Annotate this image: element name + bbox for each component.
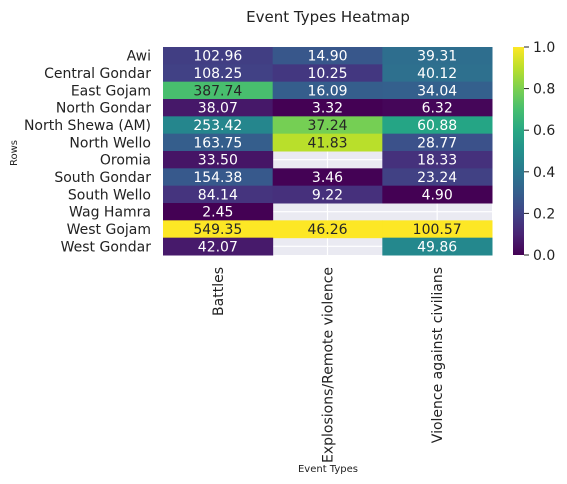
cell-value-label: 3.46 — [312, 170, 343, 186]
cell-value-label: 100.57 — [413, 222, 462, 238]
heatmap-cell — [272, 99, 383, 117]
cell-value-label: 49.86 — [417, 239, 457, 255]
heatmap-cell — [382, 237, 493, 256]
row-tick-label: Wag Hamra — [69, 205, 151, 221]
heatmap-cell — [272, 64, 383, 83]
row-tick-label: Oromia — [100, 153, 151, 169]
cell-value-label: 60.88 — [417, 118, 457, 134]
heatmap-cell — [163, 151, 274, 169]
column-tick-label: Explosions/Remote violence — [321, 267, 337, 463]
heatmap-cell — [382, 47, 493, 65]
column-tick-label: Violence against civilians — [430, 267, 446, 443]
heatmap-cell — [272, 116, 383, 135]
cell-value-label: 3.32 — [312, 101, 343, 117]
heatmap-cell — [163, 47, 274, 65]
heatmap-cell — [382, 99, 493, 117]
cell-value-label: 46.26 — [307, 222, 347, 238]
cell-value-label: 549.35 — [193, 222, 242, 238]
cell-value-label: 6.32 — [422, 101, 453, 117]
heatmap-cell — [382, 116, 493, 135]
heatmap-cell — [163, 237, 274, 256]
heatmap-cell — [382, 185, 493, 204]
row-tick-label: West Gojam — [67, 222, 151, 238]
cell-value-label: 23.24 — [417, 170, 457, 186]
colorbar-tick-label: 0.6 — [533, 123, 555, 139]
cell-value-label: 102.96 — [193, 49, 242, 65]
row-tick-label: North Shewa (AM) — [24, 118, 151, 134]
cell-value-label: 38.07 — [198, 101, 238, 117]
row-tick-label: West Gondar — [61, 239, 152, 255]
cell-value-label: 154.38 — [193, 170, 242, 186]
heatmap-cell — [163, 64, 274, 83]
cell-value-label: 253.42 — [193, 118, 242, 134]
cell-value-label: 33.50 — [198, 153, 238, 169]
column-tick-label: Battles — [211, 267, 227, 316]
heatmap-cell — [163, 203, 274, 221]
cell-value-label: 10.25 — [307, 66, 347, 82]
heatmap-cell — [272, 47, 383, 65]
cell-annotations: 102.96 14.90 39.31 108.25 10.25 40.12 387.74 16… — [193, 49, 461, 256]
row-tick-label: South Wello — [68, 187, 151, 203]
column-tick-labels: Battles Explosions/Remote violence Violenc… — [211, 267, 446, 463]
cell-value-label: 34.04 — [417, 83, 457, 99]
cell-value-label: 39.31 — [417, 49, 457, 65]
heatmap-cell — [272, 81, 383, 100]
heatmap-cell — [382, 220, 493, 239]
cell-value-label: 108.25 — [193, 66, 242, 82]
heatmap-cell — [272, 133, 383, 152]
cell-value-label: 4.90 — [422, 187, 453, 203]
colorbar — [513, 47, 524, 255]
heatmap-cell — [163, 168, 274, 187]
y-axis-label: Rows — [9, 140, 20, 166]
heatmap-cell — [272, 220, 383, 239]
heatmap-cell — [272, 168, 383, 187]
cell-value-label: 41.83 — [307, 135, 347, 151]
cell-value-label: 163.75 — [193, 135, 242, 151]
cell-value-label: 42.07 — [198, 239, 238, 255]
row-tick-label: North Wello — [69, 135, 151, 151]
x-axis-label: Event Types — [298, 464, 358, 475]
chart-title: Event Types Heatmap — [246, 8, 410, 26]
heatmap-cell — [382, 133, 493, 152]
cell-value-label: 9.22 — [312, 187, 343, 203]
heatmap-cell — [272, 185, 383, 204]
colorbar-ticks: 0.0 0.2 0.4 0.6 0.8 1.0 — [524, 40, 555, 264]
colorbar-tick-label: 1.0 — [533, 40, 555, 56]
heatmap-cells — [163, 47, 493, 256]
colorbar-tick-label: 0.2 — [533, 206, 555, 222]
row-tick-label: Awi — [127, 49, 151, 65]
colorbar-tick-label: 0.4 — [533, 165, 555, 181]
cell-value-label: 387.74 — [193, 83, 242, 99]
cell-value-label: 37.24 — [307, 118, 347, 134]
row-tick-label: East Gojam — [71, 83, 151, 99]
cell-value-label: 16.09 — [307, 83, 347, 99]
heatmap-cell — [163, 133, 274, 152]
cell-value-label: 28.77 — [417, 135, 457, 151]
heatmap-cell — [382, 64, 493, 83]
heatmap-cell — [163, 99, 274, 117]
heatmap-cell — [163, 116, 274, 135]
row-tick-label: North Gondar — [56, 101, 151, 117]
cell-value-label: 18.33 — [417, 153, 457, 169]
cell-value-label: 2.45 — [202, 205, 233, 221]
heatmap-cell — [382, 81, 493, 100]
cell-value-label: 14.90 — [307, 49, 347, 65]
cell-value-label: 84.14 — [198, 187, 238, 203]
heatmap-cell — [163, 185, 274, 204]
row-tick-label: Central Gondar — [44, 66, 151, 82]
heatmap-cell — [382, 151, 493, 169]
heatmap-cell — [163, 220, 274, 239]
heatmap-cell — [163, 81, 274, 100]
colorbar-tick-label: 0.0 — [533, 248, 555, 264]
heatmap-cell — [382, 168, 493, 187]
row-tick-label: South Gondar — [54, 170, 151, 186]
colorbar-tick-label: 0.8 — [533, 82, 555, 98]
cell-value-label: 40.12 — [417, 66, 457, 82]
